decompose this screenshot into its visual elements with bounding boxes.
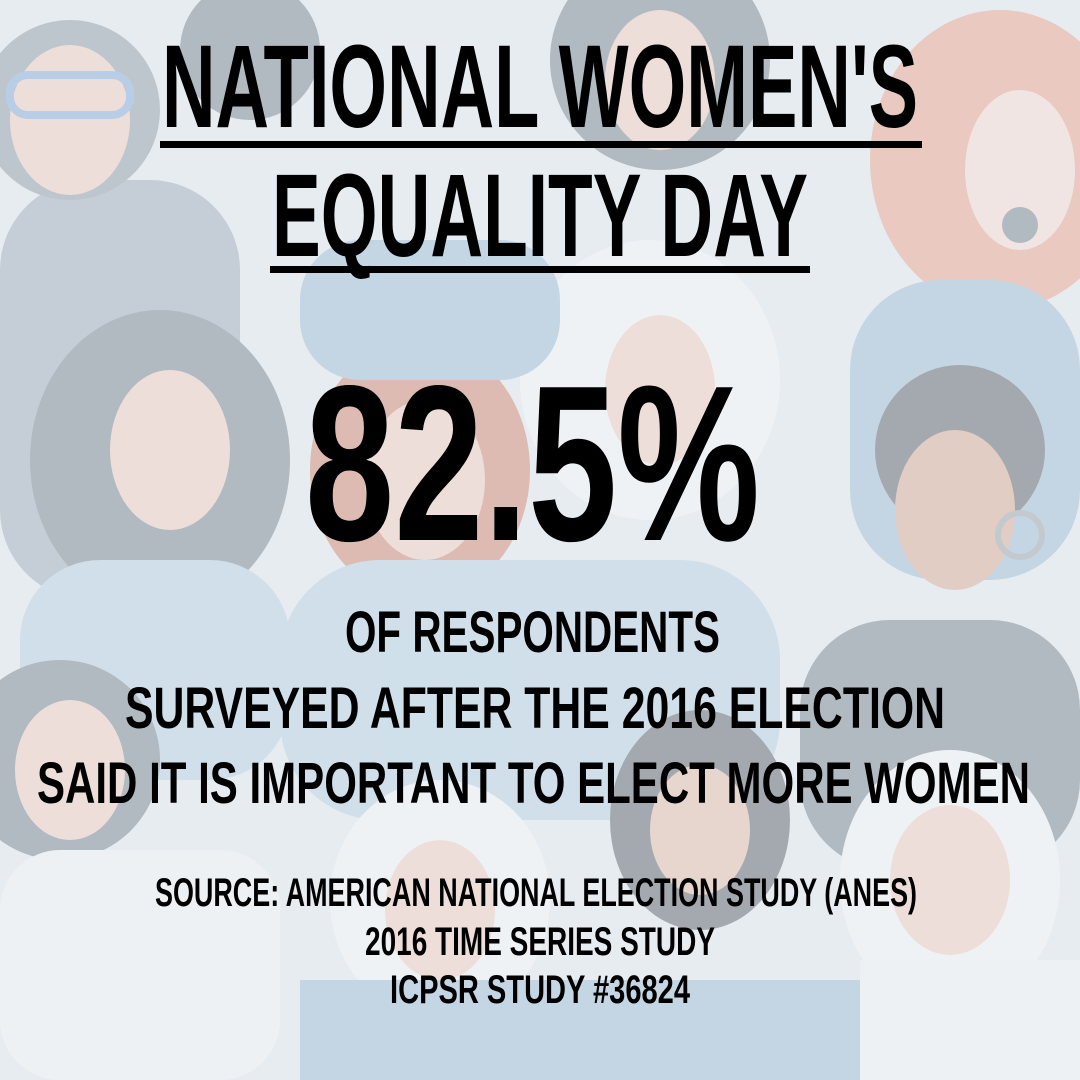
description-line: SURVEYED AFTER THE 2016 ELECTION: [125, 676, 945, 741]
description-line: SAID IT IS IMPORTANT TO ELECT MORE WOMEN: [37, 751, 1030, 816]
source: SOURCE: AMERICAN NATIONAL ELECTION STUDY…: [155, 871, 917, 1012]
source-line: SOURCE: AMERICAN NATIONAL ELECTION STUDY…: [155, 871, 917, 915]
source-line: ICPSR STUDY #36824: [390, 968, 691, 1012]
title: NATIONAL WOMEN'S EQUALITY DAY: [160, 21, 922, 282]
description-line: OF RESPONDENTS: [345, 600, 720, 665]
title-underline: [160, 141, 922, 148]
source-line: 2016 TIME SERIES STUDY: [365, 920, 715, 964]
title-underline: [270, 266, 810, 273]
statistic-value: 82.5%: [305, 340, 760, 588]
title-line: NATIONAL WOMEN'S: [162, 21, 918, 153]
title-line: EQUALITY DAY: [272, 150, 808, 282]
statistic-description: OF RESPONDENTS SURVEYED AFTER THE 2016 E…: [37, 600, 1030, 816]
